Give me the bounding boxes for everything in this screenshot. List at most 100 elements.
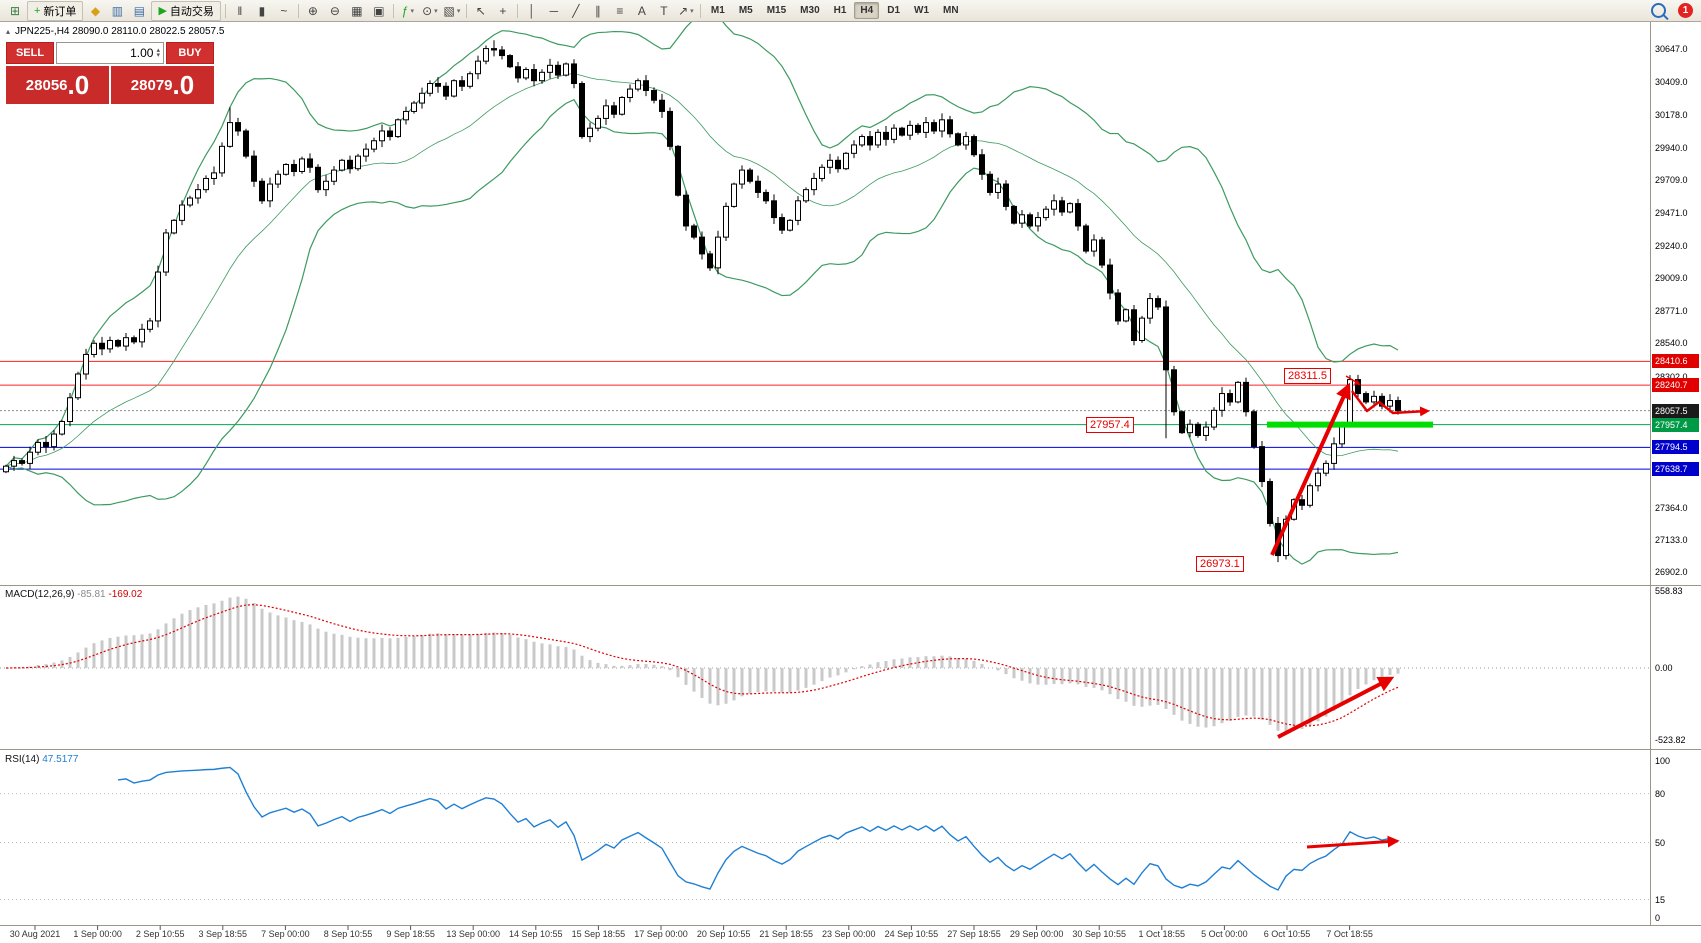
equidistant-channel-icon[interactable]: ∥ <box>588 2 608 20</box>
templates-caret-icon[interactable]: ▾ <box>456 7 461 15</box>
new-chart-icon[interactable]: ⊞ <box>5 2 25 20</box>
bar-chart-glyph: ‖ <box>237 3 243 18</box>
equidistant-channel-glyph: ∥ <box>594 3 601 18</box>
macd-signal-value: -169.02 <box>108 589 143 600</box>
timeframe-h4-button[interactable]: H4 <box>854 2 880 19</box>
new-chart-glyph: ⊞ <box>9 3 21 18</box>
buy-price-main: 28079 <box>130 76 173 94</box>
line-chart-icon[interactable]: ~ <box>274 2 294 20</box>
cursor-icon[interactable]: ↖ <box>471 2 491 20</box>
vertical-line-glyph: │ <box>528 3 536 18</box>
macd-indicator-label: MACD(12,26,9) -85.81 -169.02 <box>5 589 142 600</box>
templates-glyph: ▧ <box>443 3 455 18</box>
autotrading-glyph: ▶ <box>158 5 167 17</box>
macd-main-value: -85.81 <box>77 589 106 600</box>
fibonacci-icon[interactable]: ≡ <box>610 2 630 20</box>
timeframe-h1-button[interactable]: H1 <box>833 5 847 16</box>
panel-frame-lines <box>0 22 1701 926</box>
zoom-in-glyph: ⊕ <box>307 3 318 18</box>
search-icon[interactable] <box>1651 3 1666 18</box>
timeframe-m15-button[interactable]: M15 <box>766 5 787 16</box>
horizontal-line-icon[interactable]: ─ <box>544 2 564 20</box>
navigator-icon[interactable]: ▤ <box>129 2 149 20</box>
timeframe-m5-button[interactable]: M5 <box>738 5 753 16</box>
periods-caret-icon[interactable]: ▾ <box>434 7 438 15</box>
macd-name: MACD(12,26,9) <box>5 589 75 600</box>
volume-spinner[interactable]: ▴ ▾ <box>156 47 160 59</box>
indicators-icon[interactable]: ƒ ▾ <box>398 2 418 20</box>
bollinger-bands <box>5 11 1399 565</box>
buy-button[interactable]: BUY <box>166 42 214 64</box>
timeframe-d1-button[interactable]: D1 <box>887 5 901 16</box>
sell-button[interactable]: SELL <box>6 42 54 64</box>
auto-arrange-icon[interactable]: ▣ <box>369 2 389 20</box>
toolbar-separator <box>699 3 701 18</box>
trendline-glyph: ╱ <box>572 3 580 18</box>
text-icon[interactable]: A <box>632 2 652 20</box>
volume-value[interactable]: 1.00 <box>130 46 154 60</box>
volume-up-icon[interactable]: ▴ <box>156 47 160 54</box>
navigator-glyph: ▤ <box>133 3 146 18</box>
notification-badge[interactable]: 1 <box>1678 3 1693 18</box>
volume-down-icon[interactable]: ▾ <box>156 52 160 59</box>
fibonacci-glyph: ≡ <box>616 3 624 18</box>
sell-price-main: 28056 <box>25 76 68 94</box>
zoom-out-glyph: ⊖ <box>329 3 340 18</box>
trendline-icon[interactable]: ╱ <box>566 2 586 20</box>
autotrading-label: 自动交易 <box>169 5 214 18</box>
arrows-tool-caret-icon[interactable]: ▾ <box>690 7 694 15</box>
text-glyph: A <box>637 3 646 18</box>
timeframe-mn-button[interactable]: MN <box>943 5 959 16</box>
text-label-icon[interactable]: T <box>654 2 674 20</box>
macd-signal-line <box>5 604 1399 727</box>
line-chart-glyph: ~ <box>280 3 288 18</box>
rsi-name: RSI(14) <box>5 754 40 765</box>
tile-windows-glyph: ▦ <box>351 3 363 18</box>
autotrading-button[interactable]: ▶ 自动交易 <box>151 0 221 21</box>
market-watch-icon[interactable]: ▥ <box>107 2 127 20</box>
zoom-out-icon[interactable]: ⊖ <box>325 2 345 20</box>
volume-field[interactable]: 1.00 ▴ ▾ <box>56 42 164 64</box>
rsi-panel <box>0 766 1650 901</box>
horizontal-line-glyph: ─ <box>549 3 559 18</box>
crosshair-glyph: + <box>499 3 507 18</box>
candlestick-chart-icon[interactable]: ▮ <box>252 2 272 20</box>
favorites-icon[interactable]: ◆ <box>85 2 105 20</box>
symbol-row: ▴ JPN225-,H4 28090.0 28110.0 28022.5 280… <box>6 26 224 37</box>
new-order-label: 新订单 <box>43 5 77 18</box>
arrows-tool-glyph: ↗ <box>678 3 689 18</box>
toolbar-separator <box>297 3 299 18</box>
cursor-glyph: ↖ <box>475 3 486 18</box>
indicators-caret-icon[interactable]: ▾ <box>410 7 414 15</box>
templates-icon[interactable]: ▧ ▾ <box>442 2 462 20</box>
time-axis-ticks <box>34 925 1351 930</box>
text-label-glyph: T <box>660 3 668 18</box>
bar-chart-icon[interactable]: ‖ <box>230 2 250 20</box>
vertical-line-icon[interactable]: │ <box>522 2 542 20</box>
annotation-arrows <box>1270 375 1430 849</box>
buy-price[interactable]: 28079.0 <box>111 66 214 104</box>
timeframe-w1-button[interactable]: W1 <box>914 5 930 16</box>
indicators-glyph: ƒ <box>401 3 409 18</box>
sell-price[interactable]: 28056.0 <box>6 66 109 104</box>
buy-price-frac: .0 <box>172 70 195 100</box>
collapse-one-click-icon[interactable]: ▴ <box>6 27 11 36</box>
toolbar-separator <box>224 3 226 18</box>
timeframe-m1-button[interactable]: M1 <box>710 5 725 16</box>
toolbar: ⊞ + 新订单 ◆ ▥ ▤ ▶ 自动交易 ‖ ▮ ~ ⊕ ⊖ ▦ ▣ ƒ ▾ ⊙ ▾ ▧ ▾ ↖ + │ ─ ╱ ∥ ≡ A T ↗ ▾ M1 M… <box>0 0 1701 22</box>
one-click-buttons-row: SELL 1.00 ▴ ▾ BUY <box>6 42 214 64</box>
new-order-button[interactable]: + 新订单 <box>27 0 84 21</box>
zoom-in-icon[interactable]: ⊕ <box>303 2 323 20</box>
auto-arrange-glyph: ▣ <box>373 3 385 18</box>
candlestick-chart-glyph: ▮ <box>258 3 266 18</box>
arrows-tool-icon[interactable]: ↗ ▾ <box>676 2 696 20</box>
crosshair-icon[interactable]: + <box>493 2 513 20</box>
symbol-ohlc-label: JPN225-,H4 28090.0 28110.0 28022.5 28057… <box>15 26 225 37</box>
tile-windows-icon[interactable]: ▦ <box>347 2 367 20</box>
periods-glyph: ⊙ <box>422 3 433 18</box>
periods-icon[interactable]: ⊙ ▾ <box>420 2 440 20</box>
new-order-glyph: + <box>34 4 41 17</box>
timeframe-m30-button[interactable]: M30 <box>800 5 820 16</box>
price-level-lines <box>0 360 1650 470</box>
